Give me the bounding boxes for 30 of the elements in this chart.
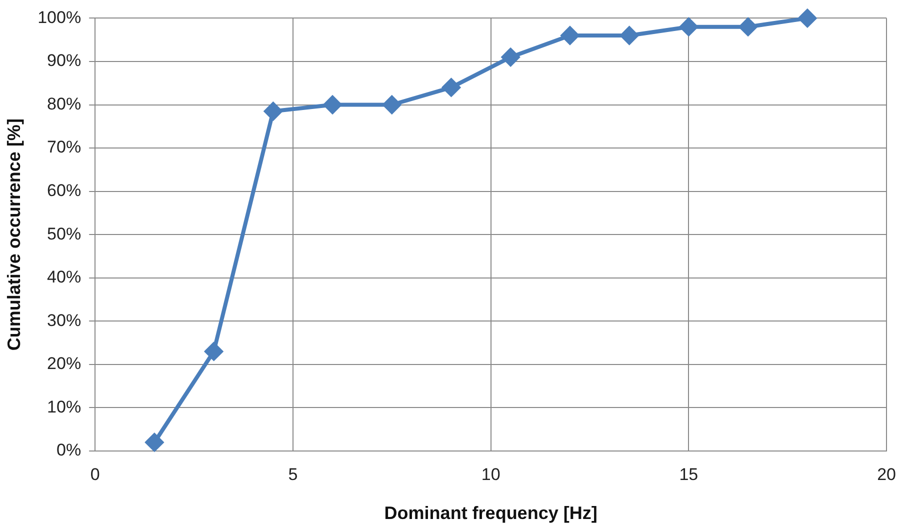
x-tick-label: 10: [481, 464, 500, 484]
x-tick-label: 15: [679, 464, 698, 484]
y-tick-label: 20%: [47, 354, 82, 374]
y-tick-label: 80%: [47, 94, 82, 114]
y-tick-label: 90%: [47, 51, 82, 70]
point: [324, 96, 342, 114]
x-tick-label: 5: [288, 464, 298, 484]
point: [382, 96, 401, 114]
y-tick-label: 60%: [47, 181, 82, 200]
y-tick-label: 50%: [47, 224, 82, 244]
point: [560, 26, 579, 45]
x-tick-label: 0: [90, 464, 100, 484]
y-tick-label: 40%: [47, 268, 82, 287]
point: [204, 342, 223, 360]
y-tick-label: 10%: [47, 397, 82, 416]
point: [798, 9, 816, 28]
y-axis-title: Cumulative occurrence [%]: [4, 118, 24, 351]
x-tick-label: 20: [877, 464, 896, 484]
point: [620, 26, 638, 45]
y-tick-label: 0%: [56, 440, 82, 460]
point: [502, 48, 520, 66]
point: [145, 433, 164, 452]
point: [680, 18, 698, 36]
point: [739, 18, 758, 36]
y-tick-label: 100%: [38, 8, 82, 27]
y-tick-label: 30%: [47, 310, 82, 330]
point: [264, 102, 282, 120]
y-tick-label: 70%: [47, 138, 82, 157]
x-axis-title: Dominant frequency [Hz]: [384, 503, 598, 524]
point: [442, 78, 460, 96]
